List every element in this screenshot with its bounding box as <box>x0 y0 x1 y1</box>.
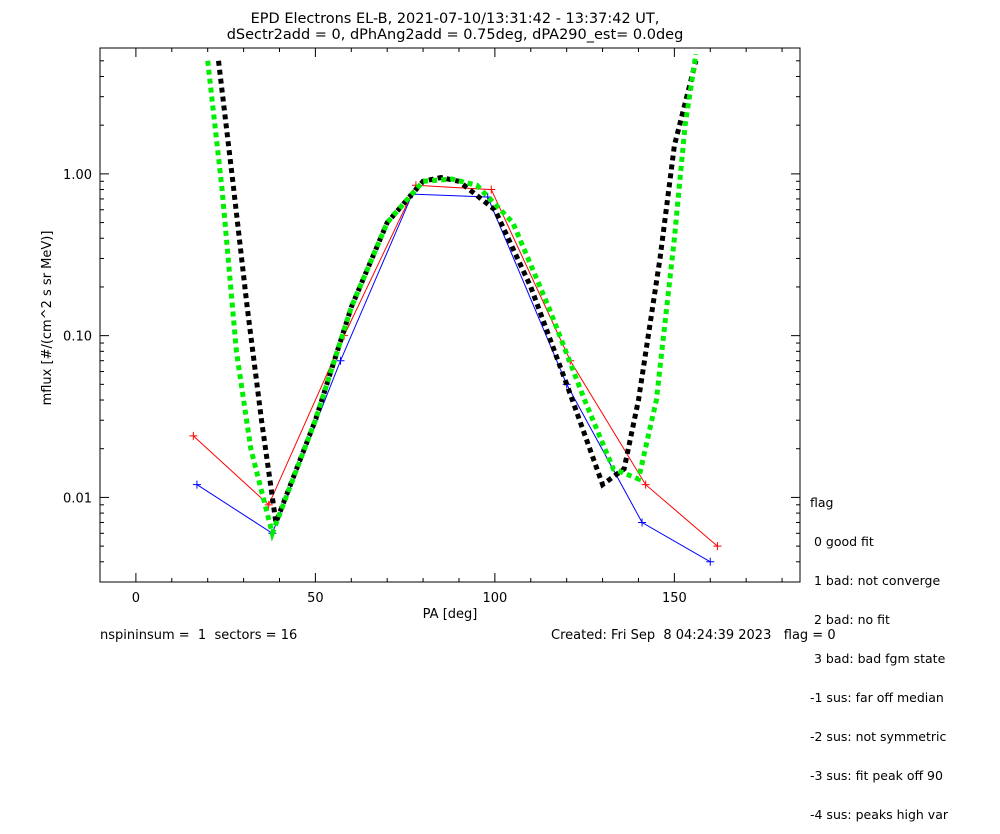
legend-item: -3 sus: fit peak off 90 <box>810 768 943 783</box>
x-tick-label: 0 <box>132 591 140 606</box>
chart-canvas: EPD Electrons EL-B, 2021-07-10/13:31:42 … <box>40 11 801 622</box>
y-tick-label: 0.10 <box>63 330 92 345</box>
footer-settings: nspininsum = 1 sectors = 16 <box>100 628 298 643</box>
x-tick-label: 50 <box>307 591 324 606</box>
series-1-point <box>713 542 722 551</box>
series-3-line <box>205 53 699 542</box>
x-tick-label: 150 <box>662 591 687 606</box>
y-tick-label: 0.01 <box>63 491 92 506</box>
legend-title: flag <box>810 495 834 510</box>
plot-frame <box>99 47 801 583</box>
series-0-point <box>192 480 201 489</box>
legend-item: 2 bad: no fit <box>810 612 890 627</box>
series-1-point <box>264 500 273 509</box>
series-0-point <box>706 557 715 566</box>
footer-created: Created: Fri Sep 8 04:24:39 2023 flag = … <box>551 628 836 643</box>
x-tick-label: 100 <box>482 591 507 606</box>
series-0-line <box>196 193 711 563</box>
legend-item: -4 sus: peaks high var <box>810 807 949 822</box>
axis-ticks: 0 50 100 150 0.01 0.10 1.00 <box>63 47 800 606</box>
legend-item: 1 bad: not converge <box>810 573 941 588</box>
y-tick-label: 1.00 <box>63 168 92 183</box>
series-1-point <box>189 431 198 440</box>
series-2-line <box>216 60 699 533</box>
y-axis-label: mflux [#/(cm^2 s sr MeV)] <box>40 231 55 406</box>
legend-item: -2 sus: not symmetric <box>810 729 947 744</box>
legend-item: -1 sus: far off median <box>810 690 944 705</box>
series-0-point <box>638 518 647 527</box>
flag-legend: flag 0 good fit 1 bad: not converge 2 ba… <box>810 470 948 834</box>
chart-subtitle: dSectr2add = 0, dPhAng2add = 0.75deg, dP… <box>227 27 684 43</box>
series-0-point <box>336 356 345 365</box>
data-layer <box>189 53 722 566</box>
chart-title: EPD Electrons EL-B, 2021-07-10/13:31:42 … <box>251 11 660 27</box>
series-1-point <box>487 185 496 194</box>
series-1-point <box>641 480 650 489</box>
x-axis-label: PA [deg] <box>423 607 478 622</box>
series-1-line <box>192 184 718 547</box>
legend-item: 0 good fit <box>810 534 874 549</box>
legend-item: 3 bad: bad fgm state <box>810 651 946 666</box>
